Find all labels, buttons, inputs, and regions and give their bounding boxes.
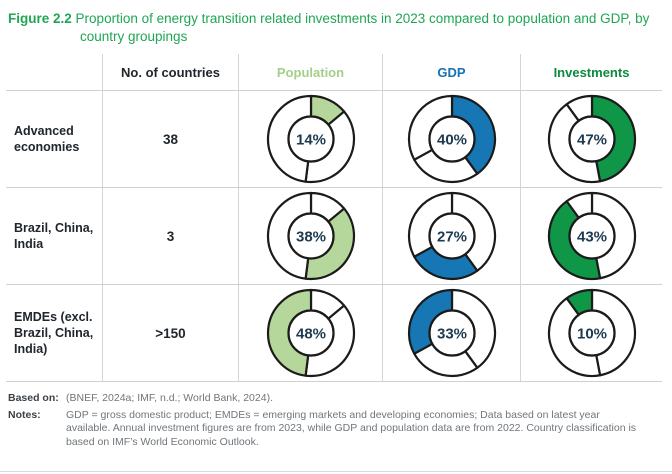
based-on-text: (BNEF, 2024a; IMF, n.d.; World Bank, 202… (66, 392, 273, 404)
svg-text:47%: 47% (576, 132, 606, 149)
figure-title: Figure 2.2 Proportion of energy transiti… (0, 0, 672, 50)
donut-population-advanced: 14% (265, 93, 357, 185)
notes-text: GDP = gross domestic product; EMDEs = em… (66, 408, 637, 448)
svg-text:43%: 43% (576, 229, 606, 246)
donut-population-emdes: 48% (265, 287, 357, 379)
donut-table: No. of countries Population GDP Investme… (6, 54, 662, 382)
based-on-row: Based on: (BNEF, 2024a; IMF, n.d.; World… (8, 392, 662, 406)
svg-text:40%: 40% (436, 132, 466, 149)
donut-gdp-emdes: 33% (406, 287, 498, 379)
column-header-population: Population (238, 54, 382, 90)
svg-text:48%: 48% (295, 326, 325, 343)
row-label-emdes: EMDEs (excl. Brazil, China, India) (6, 284, 102, 381)
donut-population-bci: 38% (265, 190, 357, 282)
figure-number: Figure 2.2 (8, 11, 72, 26)
row-label-brazil-china-india: Brazil, China, India (6, 187, 102, 284)
row-label-advanced-economies: Advanced economies (6, 90, 102, 187)
page-bottom-rule (0, 471, 672, 472)
donut-investments-bci: 43% (546, 190, 638, 282)
svg-text:14%: 14% (295, 132, 325, 149)
notes-row: Notes: GDP = gross domestic product; EMD… (8, 409, 662, 450)
svg-text:27%: 27% (436, 229, 466, 246)
column-header-gdp: GDP (382, 54, 520, 90)
donut-gdp-bci: 27% (406, 190, 498, 282)
figure-title-text: Proportion of energy transition related … (75, 11, 650, 44)
donut-investments-advanced: 47% (546, 93, 638, 185)
countries-value: >150 (102, 284, 238, 381)
donut-investments-emdes: 10% (546, 287, 638, 379)
header-empty (6, 54, 102, 90)
based-on-label: Based on: (8, 392, 59, 404)
svg-text:10%: 10% (576, 326, 606, 343)
table-bottom-rule (6, 381, 662, 382)
svg-text:38%: 38% (295, 229, 325, 246)
notes-label: Notes: (8, 408, 41, 421)
countries-value: 38 (102, 90, 238, 187)
svg-text:33%: 33% (436, 326, 466, 343)
column-header-countries: No. of countries (102, 54, 238, 90)
notes-section: Based on: (BNEF, 2024a; IMF, n.d.; World… (8, 392, 662, 449)
column-header-investments: Investments (520, 54, 662, 90)
donut-gdp-advanced: 40% (406, 93, 498, 185)
countries-value: 3 (102, 187, 238, 284)
